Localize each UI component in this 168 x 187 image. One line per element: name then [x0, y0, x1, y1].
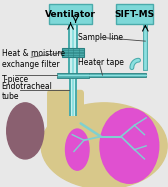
Text: SIFT-MS: SIFT-MS	[114, 10, 154, 19]
FancyBboxPatch shape	[72, 75, 74, 116]
FancyBboxPatch shape	[49, 4, 92, 24]
Text: Endotracheal
tube: Endotracheal tube	[2, 82, 53, 101]
FancyBboxPatch shape	[70, 22, 76, 79]
FancyBboxPatch shape	[116, 4, 153, 24]
FancyBboxPatch shape	[62, 48, 84, 57]
FancyBboxPatch shape	[69, 75, 77, 116]
FancyBboxPatch shape	[47, 90, 84, 138]
Ellipse shape	[7, 103, 44, 159]
FancyBboxPatch shape	[71, 75, 75, 116]
Ellipse shape	[41, 103, 167, 187]
Text: Sample line: Sample line	[78, 33, 123, 42]
FancyBboxPatch shape	[72, 22, 74, 79]
Text: Ventilator: Ventilator	[45, 10, 96, 19]
FancyBboxPatch shape	[89, 73, 146, 77]
Text: Heat & moisture
exchange filter: Heat & moisture exchange filter	[2, 49, 65, 69]
Ellipse shape	[66, 129, 89, 170]
Text: T-piece: T-piece	[2, 75, 29, 84]
FancyBboxPatch shape	[57, 73, 89, 78]
Ellipse shape	[100, 108, 159, 183]
FancyBboxPatch shape	[68, 22, 78, 79]
Text: Heater tape: Heater tape	[78, 58, 124, 67]
